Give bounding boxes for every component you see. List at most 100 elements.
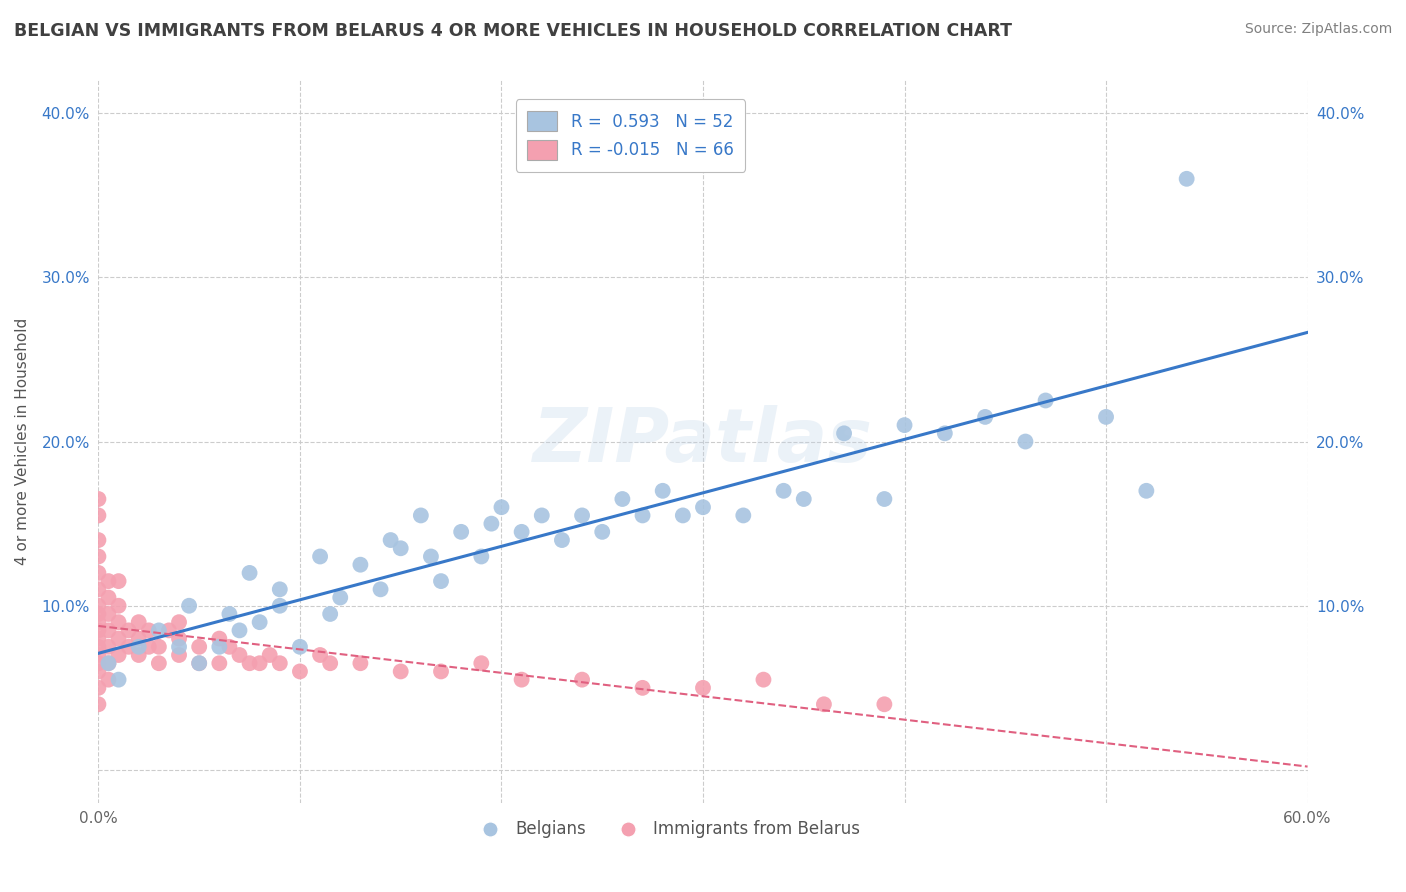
Point	[510, 673, 533, 687]
Point	[349, 657, 371, 671]
Point	[651, 483, 673, 498]
Point	[188, 657, 211, 671]
Point	[470, 549, 492, 564]
Point	[128, 632, 150, 646]
Point	[239, 566, 262, 580]
Point	[389, 541, 412, 556]
Point	[228, 648, 250, 662]
Point	[188, 640, 211, 654]
Point	[157, 624, 180, 638]
Point	[873, 491, 896, 506]
Point	[420, 549, 443, 564]
Point	[249, 657, 271, 671]
Point	[218, 607, 240, 621]
Point	[107, 648, 129, 662]
Text: Source: ZipAtlas.com: Source: ZipAtlas.com	[1244, 22, 1392, 37]
Point	[97, 591, 120, 605]
Point	[380, 533, 402, 547]
Point	[239, 657, 262, 671]
Point	[1095, 409, 1118, 424]
Point	[269, 599, 291, 613]
Point	[138, 640, 160, 654]
Point	[87, 508, 110, 523]
Point	[97, 657, 120, 671]
Point	[288, 640, 311, 654]
Point	[167, 632, 190, 646]
Point	[389, 665, 412, 679]
Point	[87, 648, 110, 662]
Point	[873, 698, 896, 712]
Point	[118, 640, 141, 654]
Point	[470, 657, 492, 671]
Point	[208, 632, 231, 646]
Point	[974, 409, 997, 424]
Point	[571, 508, 593, 523]
Point	[107, 632, 129, 646]
Point	[148, 657, 170, 671]
Point	[752, 673, 775, 687]
Point	[430, 665, 453, 679]
Point	[107, 599, 129, 613]
Point	[167, 640, 190, 654]
Point	[551, 533, 574, 547]
Point	[107, 615, 129, 630]
Point	[591, 524, 613, 539]
Point	[97, 574, 120, 588]
Point	[631, 508, 654, 523]
Point	[87, 698, 110, 712]
Point	[481, 516, 503, 531]
Point	[87, 681, 110, 695]
Point	[97, 657, 120, 671]
Point	[631, 681, 654, 695]
Point	[793, 491, 815, 506]
Point	[218, 640, 240, 654]
Point	[733, 508, 755, 523]
Point	[309, 648, 332, 662]
Point	[107, 574, 129, 588]
Point	[672, 508, 695, 523]
Point	[329, 591, 352, 605]
Point	[259, 648, 281, 662]
Point	[128, 648, 150, 662]
Point	[530, 508, 553, 523]
Point	[370, 582, 392, 597]
Point	[87, 582, 110, 597]
Point	[228, 624, 250, 638]
Point	[249, 615, 271, 630]
Point	[148, 624, 170, 638]
Point	[128, 640, 150, 654]
Text: BELGIAN VS IMMIGRANTS FROM BELARUS 4 OR MORE VEHICLES IN HOUSEHOLD CORRELATION C: BELGIAN VS IMMIGRANTS FROM BELARUS 4 OR …	[14, 22, 1012, 40]
Point	[288, 665, 311, 679]
Point	[349, 558, 371, 572]
Point	[813, 698, 835, 712]
Point	[188, 657, 211, 671]
Point	[148, 640, 170, 654]
Point	[87, 549, 110, 564]
Point	[571, 673, 593, 687]
Point	[87, 624, 110, 638]
Point	[87, 665, 110, 679]
Point	[128, 615, 150, 630]
Point	[87, 491, 110, 506]
Point	[87, 566, 110, 580]
Y-axis label: 4 or more Vehicles in Household: 4 or more Vehicles in Household	[15, 318, 31, 566]
Point	[97, 640, 120, 654]
Point	[87, 615, 110, 630]
Point	[832, 426, 855, 441]
Point	[269, 582, 291, 597]
Point	[138, 624, 160, 638]
Point	[319, 657, 342, 671]
Point	[612, 491, 634, 506]
Point	[692, 681, 714, 695]
Point	[87, 657, 110, 671]
Point	[87, 599, 110, 613]
Point	[97, 607, 120, 621]
Point	[409, 508, 432, 523]
Point	[87, 533, 110, 547]
Point	[107, 673, 129, 687]
Point	[87, 607, 110, 621]
Point	[491, 500, 513, 515]
Point	[1135, 483, 1157, 498]
Point	[450, 524, 472, 539]
Point	[510, 524, 533, 539]
